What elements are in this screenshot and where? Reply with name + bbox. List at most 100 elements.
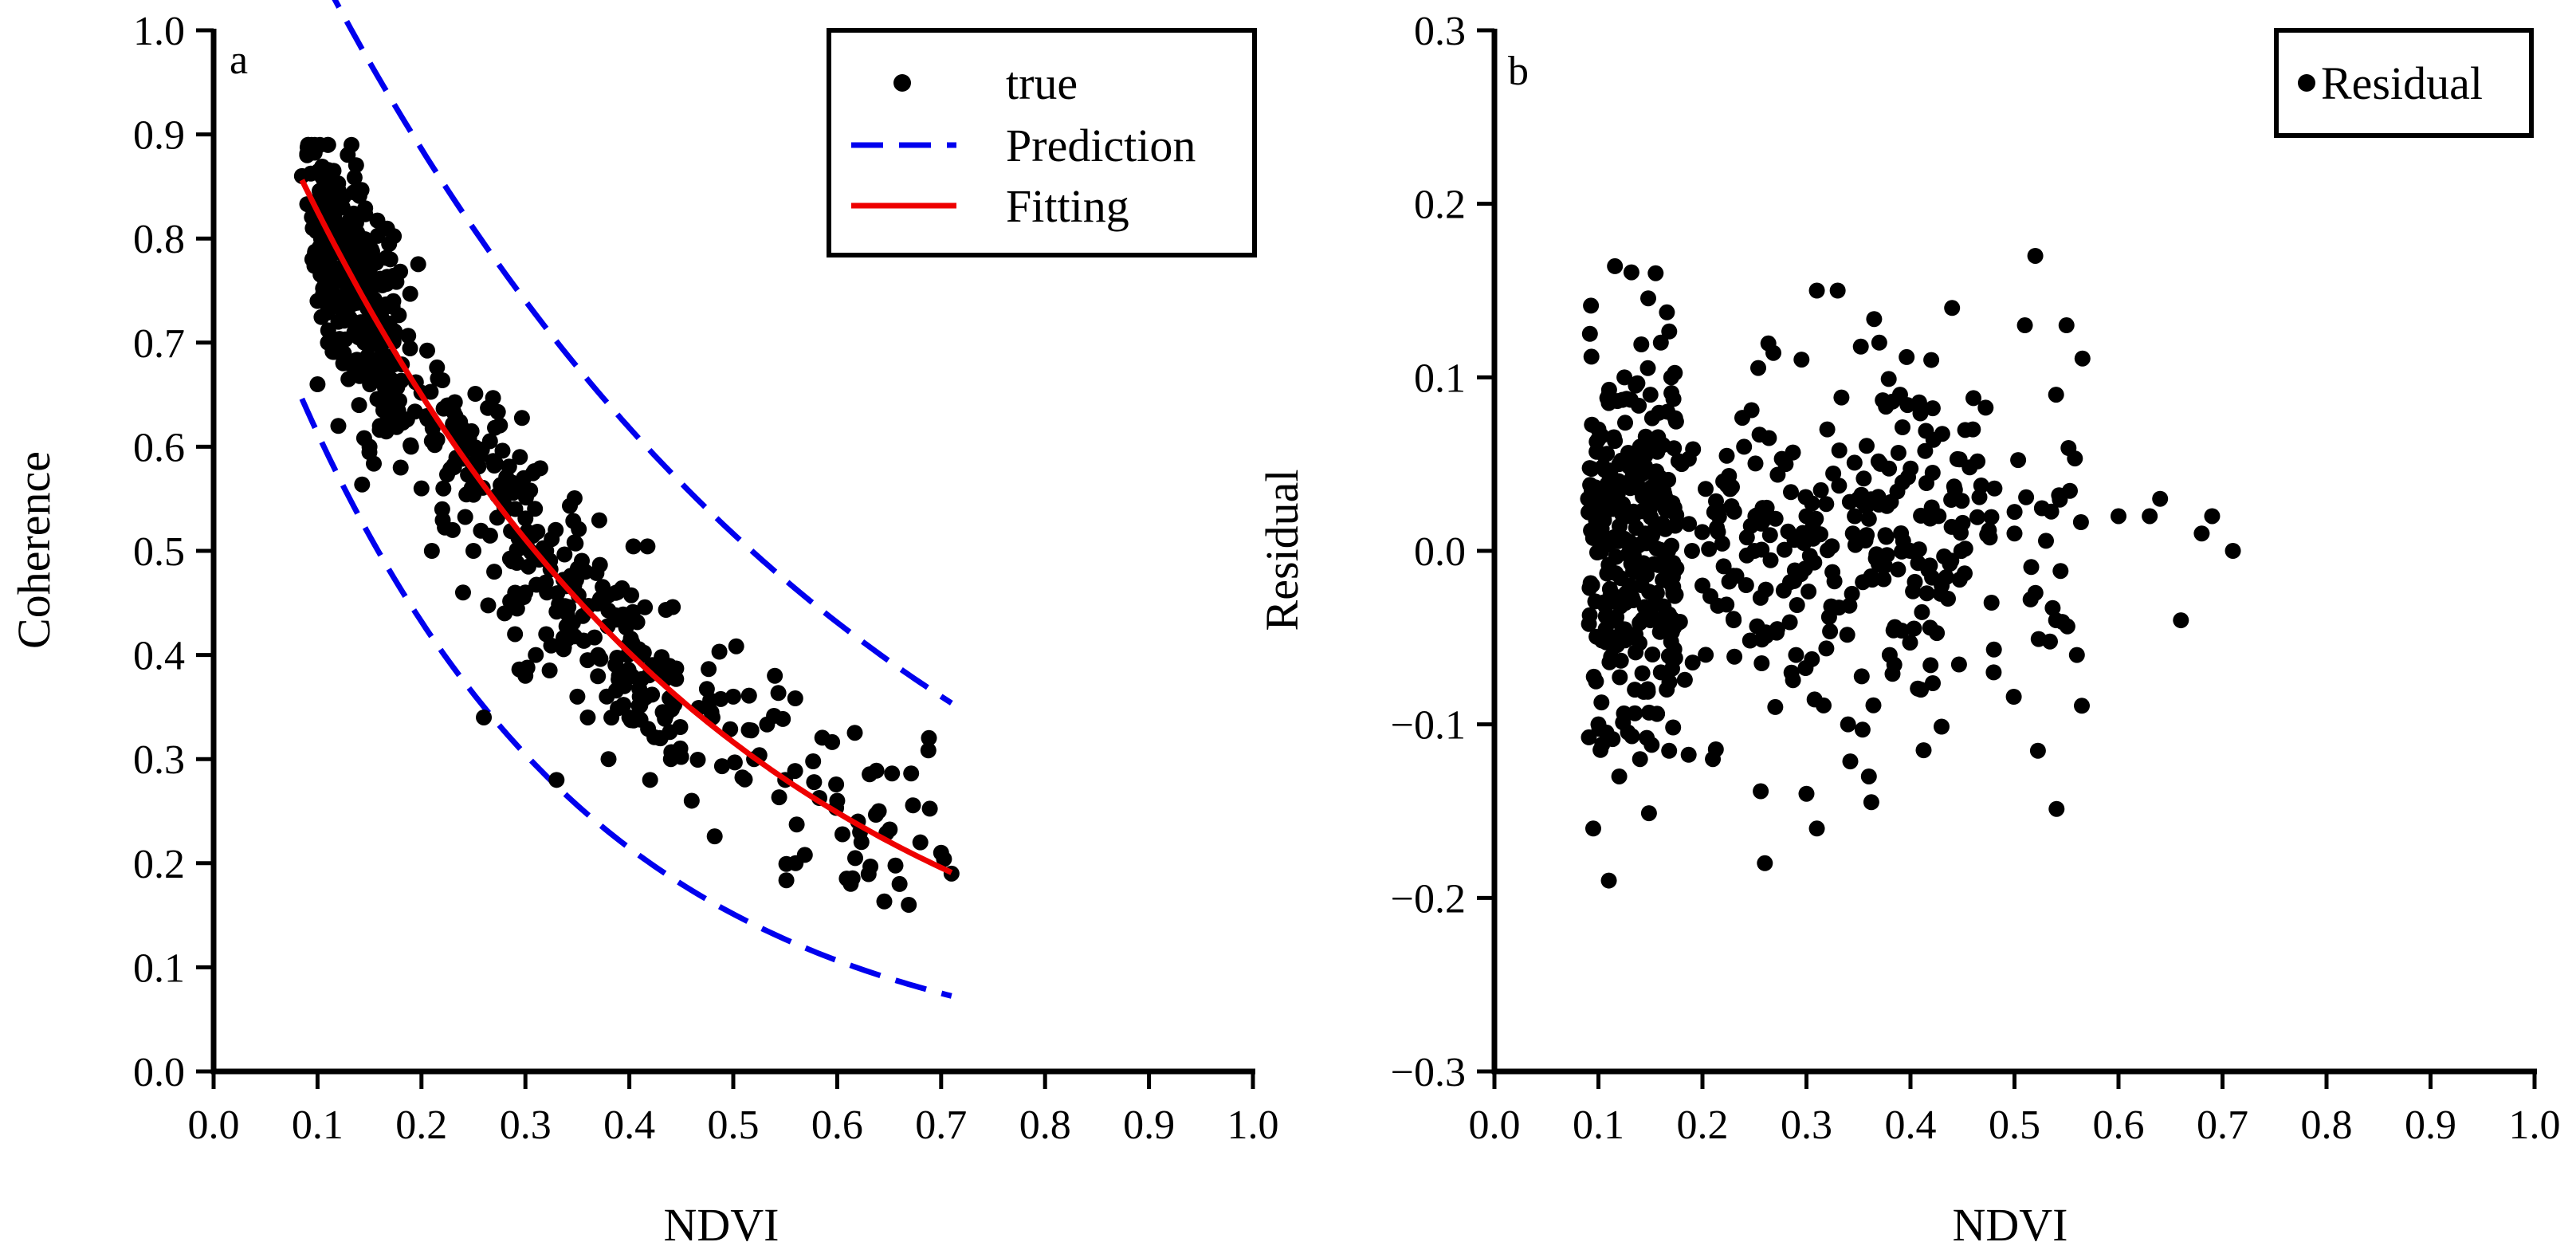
residual-point (1831, 599, 1848, 616)
x-tick-label: 0.6 (811, 1103, 863, 1148)
legend-fitting-label: Fitting (1006, 180, 1129, 232)
data-point (368, 362, 385, 379)
residual-point (1853, 668, 1870, 685)
residual-point (1918, 585, 1935, 602)
residual-point (1824, 538, 1840, 555)
residual-point (1883, 493, 1899, 510)
data-point (320, 322, 336, 339)
residual-point (1870, 489, 1887, 505)
residual-point (1633, 336, 1650, 352)
data-point (424, 420, 441, 437)
y-tick-label: −0.1 (1391, 703, 1466, 749)
residual-point (1761, 430, 1777, 446)
data-point (805, 753, 822, 769)
residual-point (1930, 508, 1947, 525)
data-point (402, 285, 418, 302)
residual-point (1633, 466, 1649, 483)
residual-point (2152, 490, 2169, 507)
data-point (891, 875, 908, 892)
data-point (299, 139, 316, 155)
residual-point (1634, 665, 1651, 682)
residual-point (1902, 635, 1918, 651)
x-tick-label: 0.1 (1573, 1103, 1624, 1148)
data-point (767, 667, 783, 684)
data-point (355, 246, 371, 263)
data-point (711, 643, 728, 660)
residual-point (2058, 317, 2075, 334)
residual-point (1847, 508, 1863, 525)
residual-point (1753, 783, 1769, 800)
data-point (646, 729, 663, 745)
data-point (458, 486, 475, 503)
residual-point (1824, 564, 1841, 580)
residual-point (1854, 721, 1871, 738)
residual-point (1752, 589, 1769, 606)
residual-point (1800, 584, 1817, 599)
data-point (689, 752, 706, 768)
residual-point (1593, 694, 1610, 711)
residual-point (1910, 394, 1927, 411)
residual-point (1893, 525, 1910, 541)
y-tick-label: −0.2 (1391, 876, 1466, 922)
data-point (637, 599, 654, 615)
residual-point (1680, 746, 1697, 763)
panel-a-letter: a (230, 37, 248, 83)
residual-point (1639, 681, 1656, 698)
x-tick-label: 1.0 (1227, 1103, 1279, 1148)
residual-point (1860, 768, 1877, 784)
residual-point (1880, 371, 1897, 387)
residual-point (1698, 647, 1714, 663)
residual-point (1944, 300, 1961, 316)
residual-point (2074, 350, 2091, 367)
residual-point (1683, 543, 1700, 559)
residual-point (1742, 517, 1759, 534)
data-point (480, 399, 497, 416)
data-point (713, 758, 730, 775)
residual-point (1624, 728, 1640, 745)
residual-point (1767, 510, 1784, 527)
data-point (921, 800, 938, 817)
residual-point (1726, 648, 1743, 665)
data-point (513, 410, 530, 426)
data-point (355, 430, 372, 446)
residual-point (2173, 612, 2189, 629)
data-point (610, 700, 626, 717)
data-point (600, 751, 617, 768)
residual-point (2042, 633, 2058, 650)
residual-point (1753, 655, 1770, 671)
residual-point (1738, 547, 1755, 564)
residual-point (1622, 480, 1639, 497)
data-point (400, 328, 417, 344)
residual-point (1721, 573, 1738, 590)
x-tick-label: 0.0 (188, 1103, 240, 1148)
residual-point (1639, 729, 1655, 746)
data-point (936, 851, 952, 867)
residual-point (1724, 478, 1740, 495)
data-point (335, 355, 351, 371)
data-point (413, 480, 430, 497)
residual-point (1833, 389, 1850, 406)
legend-residual-label: Residual (2321, 57, 2483, 109)
data-point (912, 834, 929, 851)
data-point (519, 659, 536, 676)
data-point (658, 602, 674, 618)
residual-point (1667, 650, 1683, 666)
residual-point (1617, 415, 1633, 431)
residual-point (1905, 583, 1922, 599)
residual-point (1628, 626, 1643, 643)
residual-point (2048, 800, 2065, 817)
residual-point (1621, 533, 1638, 550)
data-point (330, 175, 347, 192)
data-point (706, 828, 723, 845)
residual-point (1788, 647, 1804, 663)
y-tick-label: 0.5 (133, 529, 185, 575)
residual-point (1614, 391, 1631, 408)
data-point (569, 688, 586, 705)
data-point (379, 220, 395, 237)
y-tick-label: 0.3 (133, 737, 185, 783)
data-point (548, 772, 565, 788)
residual-point (1661, 742, 1678, 759)
residual-point (1663, 385, 1680, 402)
residual-point (1667, 410, 1683, 426)
residual-point (2027, 247, 2044, 264)
